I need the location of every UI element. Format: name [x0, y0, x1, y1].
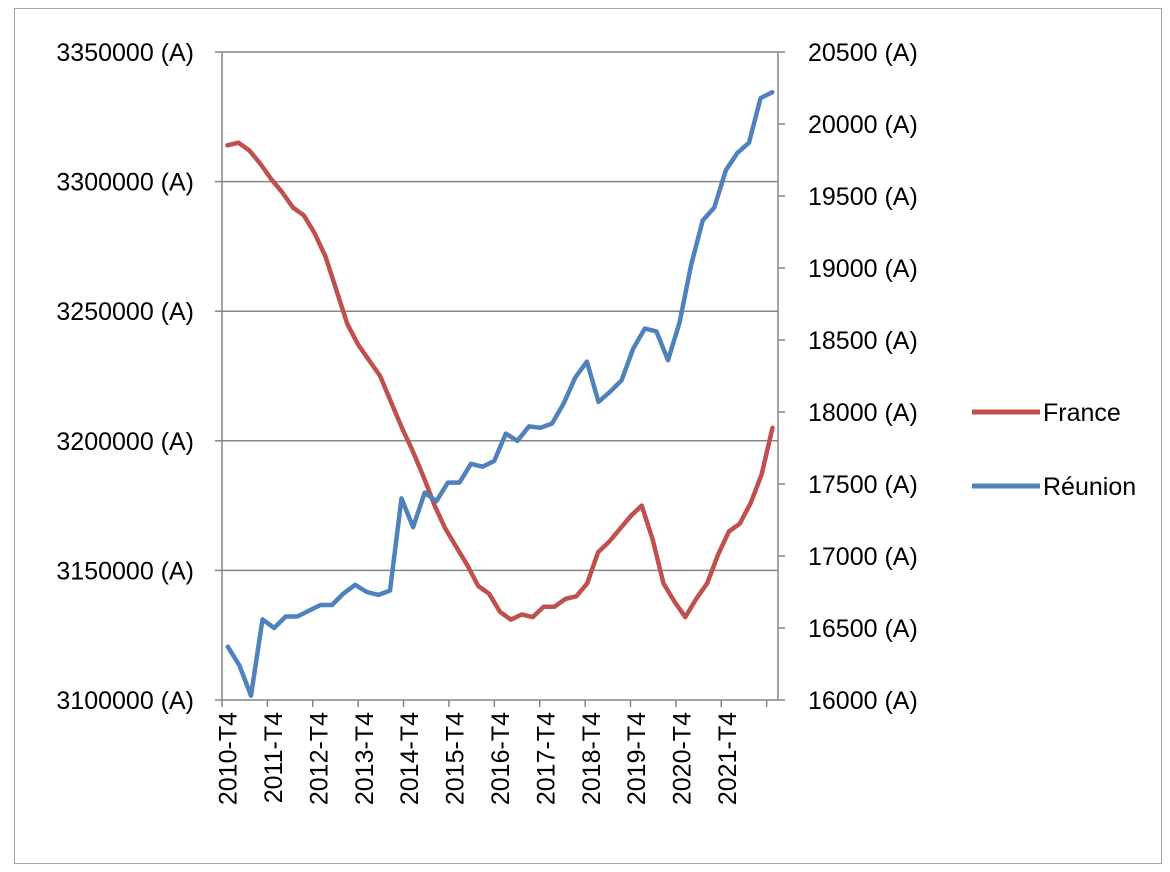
- legend-label: Réunion: [1043, 473, 1136, 501]
- right-tick-label: 17500 (A): [808, 471, 918, 499]
- legend-label: France: [1043, 399, 1121, 427]
- right-tick-label: 16500 (A): [808, 615, 918, 643]
- right-tick-label: 20000 (A): [808, 111, 918, 139]
- x-tick-label: 2016-T4: [487, 712, 515, 805]
- gridlines: [222, 51, 778, 572]
- x-tick-label: 2015-T4: [442, 712, 470, 805]
- axes: [215, 51, 785, 707]
- right-tick-label: 20500 (A): [808, 39, 918, 67]
- right-axis-tick-labels: 20500 (A) 20000 (A) 19500 (A) 19000 (A) 1850…: [808, 39, 918, 715]
- left-tick-label: 3150000 (A): [56, 557, 194, 585]
- right-tick-label: 16000 (A): [808, 687, 918, 715]
- x-tick-label: 2010-T4: [215, 712, 243, 805]
- chart-frame: [14, 8, 1162, 864]
- left-tick-label: 3250000 (A): [56, 298, 194, 326]
- right-tick-label: 18000 (A): [808, 399, 918, 427]
- x-tick-label: 2017-T4: [532, 712, 560, 805]
- series-line-r-union: [225, 90, 775, 698]
- x-tick-label: 2011-T4: [260, 712, 288, 803]
- left-tick-label: 3200000 (A): [56, 428, 194, 456]
- right-tick-label: 19000 (A): [808, 255, 918, 283]
- left-tick-label: 3100000 (A): [56, 687, 194, 715]
- right-tick-label: 18500 (A): [808, 327, 918, 355]
- x-tick-label: 2019-T4: [623, 712, 651, 805]
- x-tick-label: 2012-T4: [305, 712, 333, 805]
- legend: France Réunion: [972, 399, 1136, 501]
- left-tick-label: 3350000 (A): [56, 39, 194, 67]
- x-tick-label: 2014-T4: [396, 712, 424, 805]
- x-tick-label: 2021-T4: [714, 712, 742, 805]
- x-axis-tick-labels: 2010-T4 2011-T4 2012-T4 2013-T4 2014-T4 2015-…: [215, 712, 742, 805]
- x-tick-label: 2013-T4: [351, 712, 379, 805]
- right-tick-label: 17000 (A): [808, 543, 918, 571]
- series-line-france: [225, 140, 775, 622]
- left-tick-label: 3300000 (A): [56, 169, 194, 197]
- series-lines: [225, 90, 775, 698]
- x-tick-label: 2020-T4: [669, 712, 697, 805]
- left-axis-tick-labels: 3350000 (A) 3300000 (A) 3250000 (A) 3200000…: [56, 39, 194, 715]
- right-tick-label: 19500 (A): [808, 183, 918, 211]
- x-tick-label: 2018-T4: [578, 712, 606, 805]
